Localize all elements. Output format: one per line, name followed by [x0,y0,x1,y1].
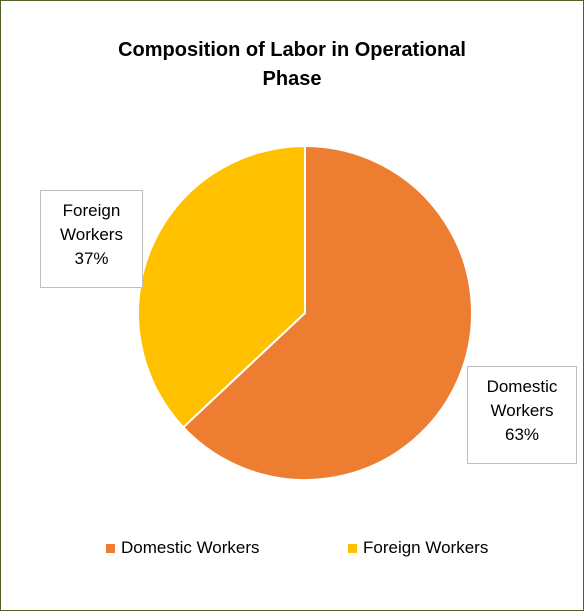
legend-label: Domestic Workers [121,538,260,557]
legend-item: Foreign Workers [348,538,488,558]
data-label: Foreign Workers 37% [40,190,143,288]
legend-swatch [106,543,115,553]
data-label-value: 37% [74,249,109,268]
pie-slice [181,144,473,481]
legend-label: Foreign Workers [363,538,489,557]
data-label-category: Foreign Workers [60,201,123,244]
data-label-category: Domestic Workers [486,377,558,420]
pie-slice [137,144,306,429]
chart-title: Composition of Labor in Operational Phas… [118,39,466,90]
legend-item: Domestic Workers [106,538,260,558]
data-label: Domestic Workers 63% [467,366,577,464]
legend-swatch [348,543,357,553]
data-label-value: 63% [504,425,540,444]
